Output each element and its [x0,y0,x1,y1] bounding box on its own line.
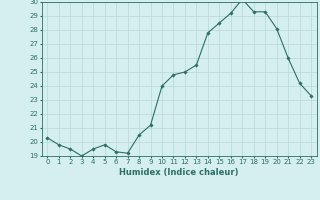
X-axis label: Humidex (Indice chaleur): Humidex (Indice chaleur) [119,168,239,177]
